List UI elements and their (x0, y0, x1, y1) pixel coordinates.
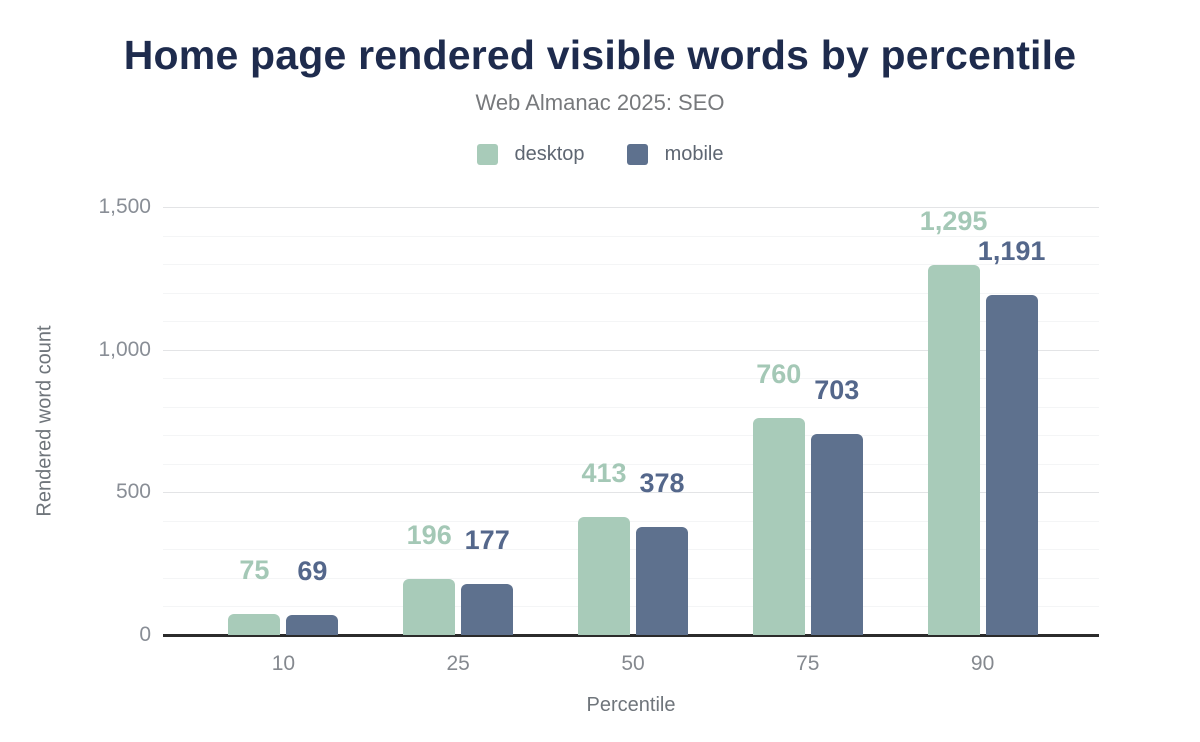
bar-desktop-75[interactable] (752, 418, 805, 635)
minor-gridline (163, 406, 1099, 408)
bar-mobile-10[interactable] (286, 615, 339, 635)
minor-gridline (163, 435, 1099, 437)
bar-mobile-50[interactable] (636, 527, 688, 635)
bar-value-mobile-10: 69 (297, 556, 328, 587)
minor-gridline (163, 606, 1099, 608)
chart-title: Home page rendered visible words by perc… (123, 32, 1077, 78)
y-tick-label: 1,000 (98, 337, 151, 361)
minor-gridline (163, 235, 1099, 237)
legend-label-desktop: desktop (514, 143, 585, 165)
legend-item-desktop: desktop (476, 143, 585, 166)
minor-gridline (163, 292, 1099, 294)
minor-gridline (163, 264, 1099, 266)
x-tick-label: 25 (446, 652, 470, 675)
bar-desktop-90[interactable] (927, 265, 980, 635)
bar-value-mobile-25: 177 (464, 525, 510, 556)
bar-mobile-90[interactable] (985, 295, 1038, 635)
y-tick-label: 0 (139, 623, 151, 646)
x-axis-line (163, 634, 1099, 637)
bar-desktop-10[interactable] (228, 613, 281, 635)
major-gridline (163, 492, 1099, 494)
bar-value-mobile-50: 378 (639, 468, 685, 499)
legend-label-mobile: mobile (664, 143, 724, 165)
legend-item-mobile: mobile (626, 143, 724, 166)
bar-value-desktop-75: 760 (756, 359, 802, 390)
bar-value-desktop-25: 196 (406, 520, 452, 551)
x-axis-title: Percentile (586, 694, 676, 716)
bar-value-mobile-90: 1,191 (977, 236, 1046, 267)
x-tick-label: 10 (271, 652, 296, 675)
bar-value-desktop-50: 413 (581, 458, 627, 489)
bar-value-desktop-10: 75 (239, 554, 270, 585)
y-axis-title: Rendered word count (33, 325, 56, 517)
minor-gridline (163, 321, 1099, 323)
bar-desktop-50[interactable] (578, 517, 630, 635)
x-tick-label: 75 (796, 652, 820, 675)
minor-gridline (163, 577, 1099, 579)
chart-subtitle: Web Almanac 2025: SEO (475, 90, 725, 115)
y-tick-label: 500 (115, 480, 151, 504)
major-gridline (163, 349, 1099, 351)
bar-desktop-25[interactable] (403, 579, 456, 635)
bar-value-mobile-75: 703 (814, 375, 860, 406)
minor-gridline (163, 520, 1099, 522)
x-tick-label: 50 (621, 652, 645, 675)
y-tick-label: 1,500 (98, 195, 151, 218)
minor-gridline (163, 463, 1099, 465)
bar-value-desktop-90: 1,295 (919, 206, 988, 237)
legend-swatch-mobile (626, 144, 648, 165)
x-tick-label: 90 (970, 652, 995, 675)
bar-mobile-25[interactable] (461, 584, 514, 635)
minor-gridline (163, 549, 1099, 551)
legend: desktop mobile (0, 143, 1200, 166)
minor-gridline (163, 378, 1099, 380)
major-gridline (163, 207, 1099, 208)
bar-mobile-75[interactable] (810, 434, 863, 635)
legend-swatch-desktop (476, 144, 498, 165)
